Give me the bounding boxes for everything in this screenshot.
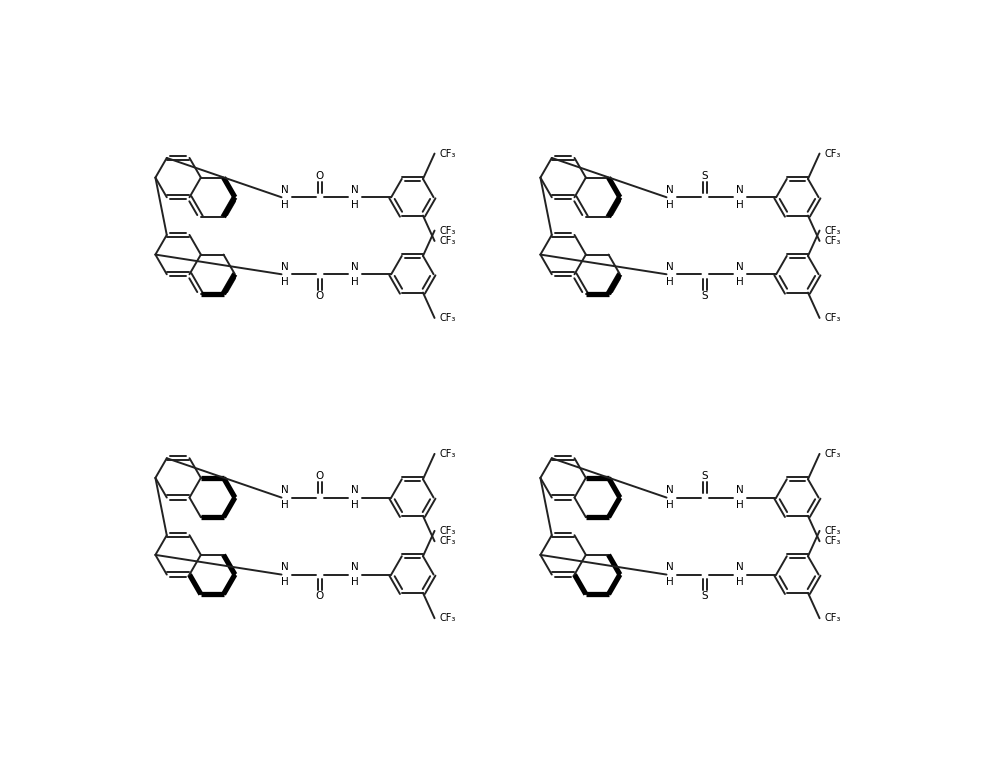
Text: N: N [666,262,674,271]
Text: N: N [351,262,359,271]
Text: H: H [281,277,289,287]
Text: N: N [281,184,289,194]
Text: O: O [316,471,324,481]
Text: H: H [666,200,674,210]
Text: H: H [736,200,744,210]
Text: S: S [702,291,708,301]
Text: CF₃: CF₃ [439,536,456,546]
Text: CF₃: CF₃ [439,613,456,623]
Text: N: N [666,562,674,572]
Text: N: N [281,262,289,271]
Text: CF₃: CF₃ [824,613,841,623]
Text: CF₃: CF₃ [439,313,456,323]
Text: S: S [702,471,708,481]
Text: CF₃: CF₃ [439,236,456,246]
Text: O: O [316,291,324,301]
Text: N: N [281,485,289,495]
Text: N: N [281,562,289,572]
Text: N: N [351,485,359,495]
Text: CF₃: CF₃ [824,226,841,235]
Text: H: H [351,200,359,210]
Text: H: H [736,500,744,510]
Text: N: N [666,485,674,495]
Text: CF₃: CF₃ [824,313,841,323]
Text: N: N [351,184,359,194]
Text: H: H [736,277,744,287]
Text: CF₃: CF₃ [439,149,456,158]
Text: CF₃: CF₃ [824,449,841,459]
Text: O: O [316,591,324,601]
Text: H: H [666,277,674,287]
Text: H: H [281,200,289,210]
Text: N: N [666,184,674,194]
Text: N: N [351,562,359,572]
Text: H: H [281,500,289,510]
Text: CF₃: CF₃ [824,149,841,158]
Text: H: H [281,577,289,587]
Text: H: H [351,577,359,587]
Text: S: S [702,171,708,180]
Text: CF₃: CF₃ [824,236,841,246]
Text: N: N [736,485,744,495]
Text: H: H [666,500,674,510]
Text: O: O [316,171,324,180]
Text: CF₃: CF₃ [824,526,841,536]
Text: H: H [736,577,744,587]
Text: H: H [666,577,674,587]
Text: S: S [702,591,708,601]
Text: CF₃: CF₃ [439,526,456,536]
Text: N: N [736,562,744,572]
Text: N: N [736,184,744,194]
Text: N: N [736,262,744,271]
Text: CF₃: CF₃ [439,226,456,235]
Text: CF₃: CF₃ [439,449,456,459]
Text: H: H [351,277,359,287]
Text: H: H [351,500,359,510]
Text: CF₃: CF₃ [824,536,841,546]
